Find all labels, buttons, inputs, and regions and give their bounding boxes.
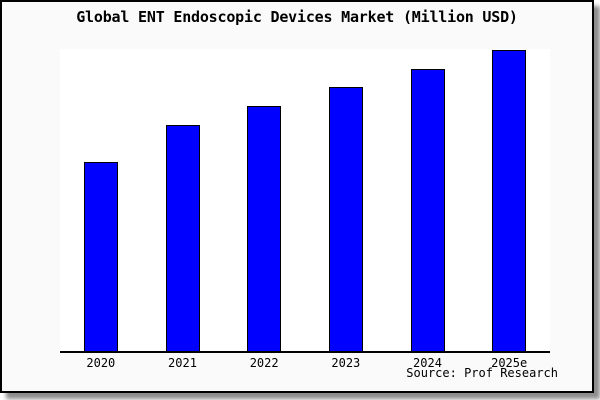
bar-2022 xyxy=(247,106,282,351)
x-tick-label-2020: 2020 xyxy=(86,356,116,370)
bar-2023 xyxy=(328,87,363,351)
chart-frame: Global ENT Endoscopic Devices Market (Mi… xyxy=(0,0,594,393)
bar-2020 xyxy=(83,162,118,351)
source-note: Source: Prof Research xyxy=(406,366,558,380)
plot-area xyxy=(60,49,550,353)
bar-2021 xyxy=(165,125,200,351)
x-axis-labels: 2020 2021 2022 2023 2024 2025e xyxy=(60,356,550,372)
bar-2025e xyxy=(492,50,527,351)
bar-2024 xyxy=(410,69,445,351)
x-tick-label-2021: 2021 xyxy=(168,356,197,370)
chart-title: Global ENT Endoscopic Devices Market (Mi… xyxy=(76,8,518,26)
x-tick-label-2024: 2024 xyxy=(413,356,442,370)
x-tick-label-2025e: 2025e xyxy=(491,356,528,370)
x-tick-label-2023: 2023 xyxy=(331,356,361,370)
x-tick-label-2022: 2022 xyxy=(249,356,279,370)
